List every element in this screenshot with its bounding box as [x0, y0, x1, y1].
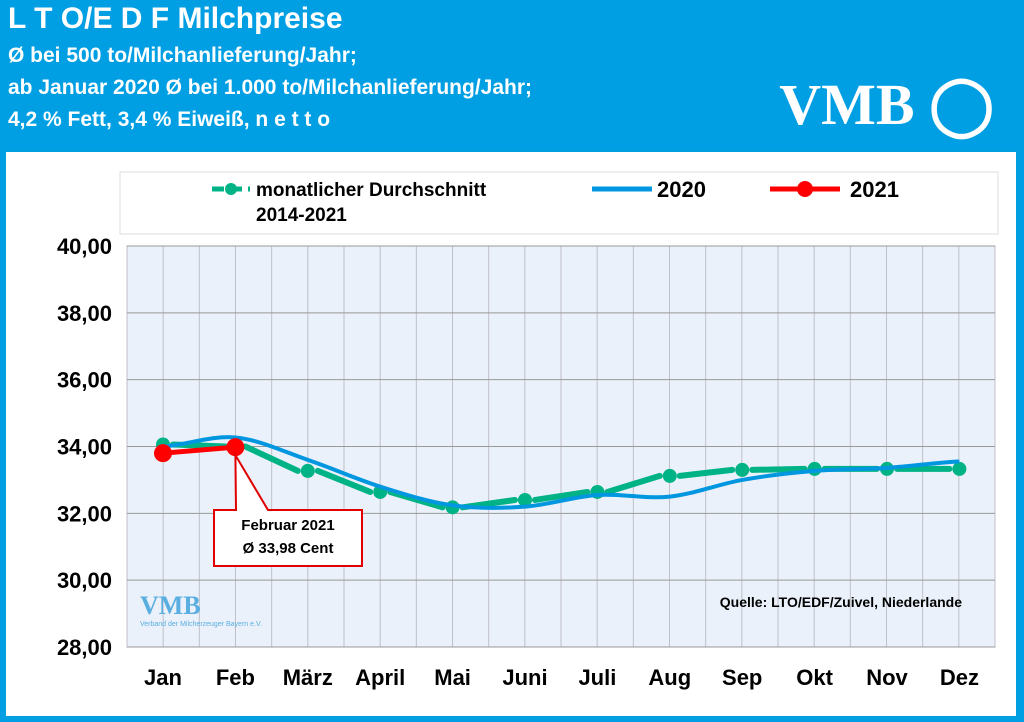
avg-point [300, 463, 315, 478]
subtitle-3: 4,2 % Fett, 3,4 % Eiweiß, n e t t o [8, 108, 331, 131]
legend-label-avg: monatlicher Durchschnitt [256, 180, 487, 201]
avg-point [662, 468, 677, 483]
annotation-callout [213, 451, 363, 567]
y-tick-label: 30,00 [57, 568, 112, 593]
avg-segment [532, 488, 591, 503]
x-tick-label: Mai [434, 665, 471, 690]
line-2021 [162, 444, 236, 456]
avg-segment [314, 467, 374, 495]
avg-segment [749, 465, 808, 473]
x-tick-label: Nov [866, 665, 908, 690]
avg-point [952, 461, 967, 476]
y-tick-label: 28,00 [57, 635, 112, 660]
point-2021 [154, 444, 172, 463]
point-2021 [226, 438, 245, 457]
avg-segment [387, 488, 446, 511]
legend-box [119, 171, 999, 235]
y-tick-label: 32,00 [57, 501, 112, 526]
x-tick-label: Aug [648, 665, 691, 690]
y-tick-label: 38,00 [57, 301, 112, 326]
legend-label-2020: 2020 [657, 177, 706, 202]
legend-label-avg-years: 2014-2021 [256, 205, 347, 226]
x-tick-label: Sep [722, 665, 762, 690]
watermark-logo: VMB [140, 591, 201, 620]
legend-label-2021: 2021 [850, 177, 899, 202]
y-tick-label: 36,00 [57, 368, 112, 393]
x-tick-label: Dez [940, 665, 979, 690]
vmb-logo: VMB ◯ [779, 72, 994, 137]
subtitle-1: Ø bei 500 to/Milchanlieferung/Jahr; [8, 44, 357, 67]
page-title: L T O/E D F Milchpreise [8, 2, 343, 35]
line-2020 [162, 435, 960, 510]
avg-point [518, 492, 532, 507]
avg-segment [242, 443, 301, 474]
annotation-line-2: Ø 33,98 Cent [243, 540, 334, 557]
x-tick-label: Feb [216, 665, 255, 690]
y-tick-label: 40,00 [57, 234, 112, 259]
watermark-subtitle: Verband der Milcherzeuger Bayern e.V. [140, 621, 262, 628]
x-tick-label: März [283, 665, 333, 690]
source-label: Quelle: LTO/EDF/Zuivel, Niederlande [720, 594, 962, 610]
x-tick-label: Juni [502, 665, 547, 690]
annotation-line-1: Februar 2021 [241, 517, 334, 534]
x-tick-label: April [355, 665, 405, 690]
avg-point [735, 462, 750, 477]
x-tick-label: Jan [144, 665, 182, 690]
avg-segment [604, 472, 663, 495]
x-tick-label: Okt [796, 665, 833, 690]
y-tick-label: 34,00 [57, 435, 112, 460]
subtitle-2: ab Januar 2020 Ø bei 1.000 to/Milchanlie… [8, 76, 533, 99]
x-tick-label: Juli [578, 665, 616, 690]
avg-segment [676, 466, 736, 479]
legend-marker-avg [225, 183, 237, 195]
legend-marker-2021 [797, 181, 813, 197]
